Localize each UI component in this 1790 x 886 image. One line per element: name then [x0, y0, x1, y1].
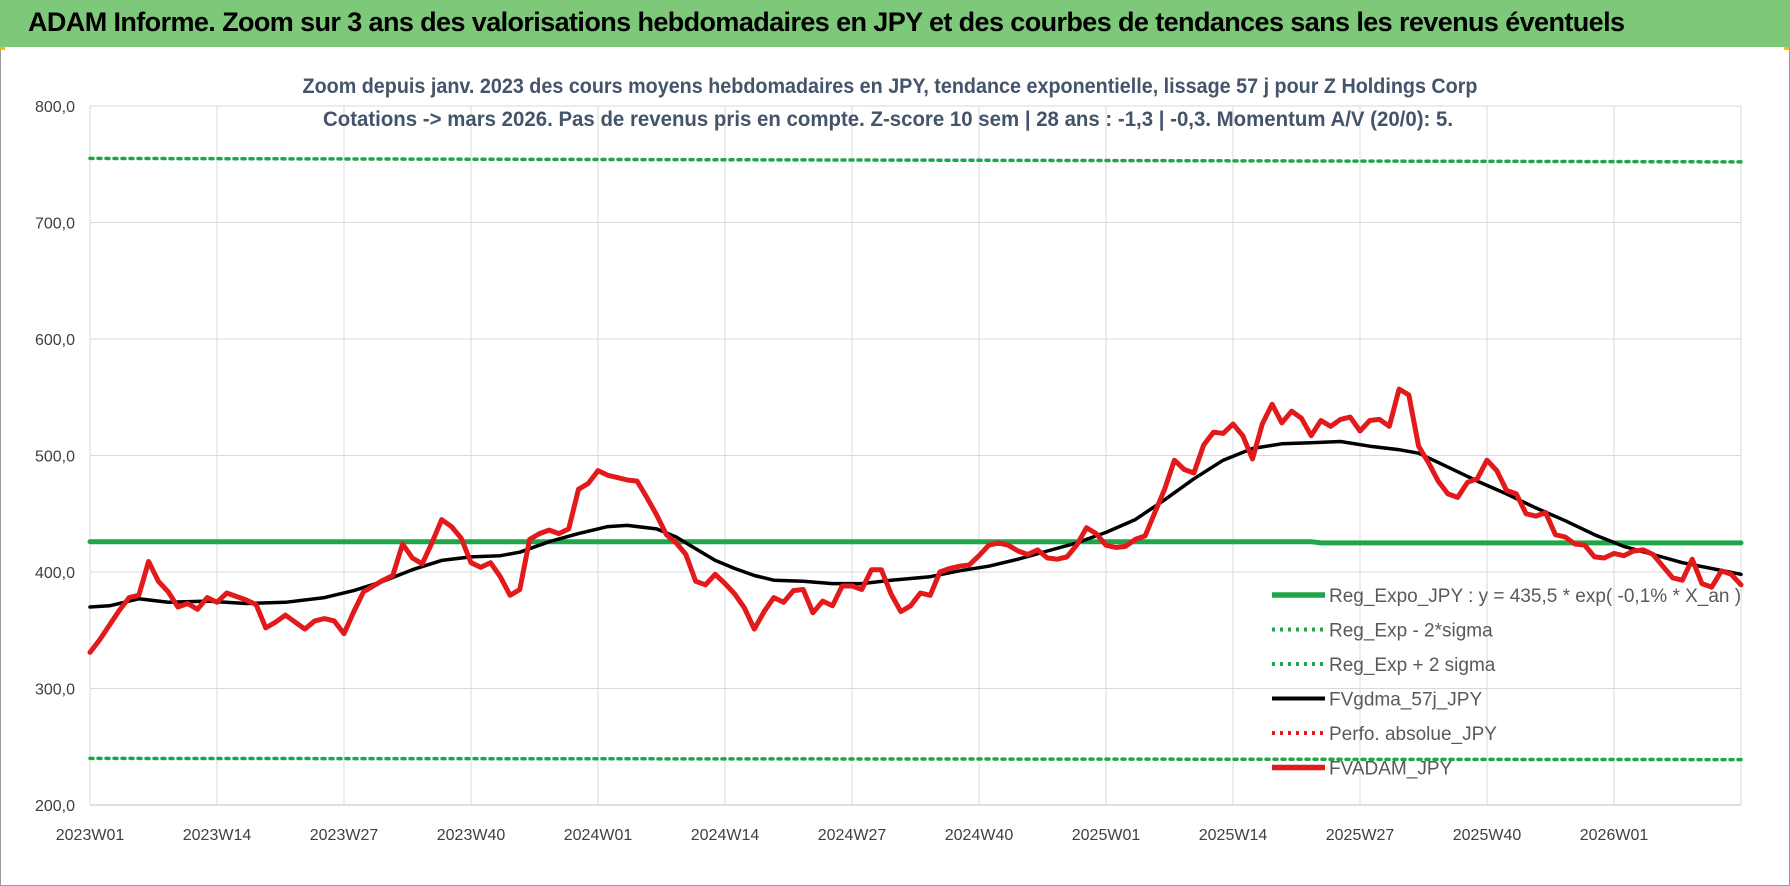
report-banner: ADAM Informe. Zoom sur 3 ans des valoris…	[0, 0, 1790, 47]
chart-area: 800,0 700,0 600,0 500,0 400,0 300,0 200,0 2023W…	[35, 75, 1744, 844]
x-tick-label: 2023W14	[183, 827, 252, 844]
series-line-3	[88, 439, 1743, 609]
grid-lines	[89, 105, 1742, 806]
legend-label-5: FVADAM_JPY	[1329, 759, 1453, 780]
y-tick-label: 200,0	[35, 798, 75, 815]
chart-title-line-2: Cotations -> mars 2026. Pas de revenus p…	[323, 108, 1453, 131]
corner-mark-left	[0, 47, 5, 50]
series-line-0	[87, 539, 1744, 546]
y-tick-label: 500,0	[35, 449, 75, 466]
x-tick-label: 2024W40	[945, 827, 1014, 844]
report-title: ADAM Informe. Zoom sur 3 ans des valoris…	[28, 7, 1625, 37]
series-lines	[87, 156, 1744, 762]
series-line-2	[88, 156, 1743, 164]
x-tick-label: 2024W01	[564, 827, 633, 844]
x-tick-label: 2025W27	[1326, 827, 1395, 844]
legend-label-0: Reg_Expo_JPY : y = 435,5 * exp( -0,1% * …	[1329, 586, 1741, 607]
series-line-1	[88, 756, 1743, 762]
x-tick-label: 2025W14	[1199, 827, 1268, 844]
y-tick-label: 800,0	[35, 99, 75, 116]
y-tick-label: 700,0	[35, 216, 75, 233]
x-tick-label: 2023W40	[437, 827, 506, 844]
x-tick-label: 2023W01	[56, 827, 125, 844]
y-tick-label: 300,0	[35, 682, 75, 699]
legend-label-4: Perfo. absolue_JPY	[1329, 724, 1497, 745]
legend: Reg_Expo_JPY : y = 435,5 * exp( -0,1% * …	[1272, 586, 1741, 780]
x-tick-label: 2023W27	[310, 827, 379, 844]
x-tick-label: 2025W40	[1453, 827, 1522, 844]
y-tick-label: 400,0	[35, 565, 75, 582]
corner-mark-right	[1784, 47, 1789, 50]
x-tick-label: 2024W27	[818, 827, 887, 844]
y-tick-label: 600,0	[35, 332, 75, 349]
series-line-5	[87, 386, 1744, 655]
x-tick-label: 2024W14	[691, 827, 760, 844]
legend-label-3: FVgdma_57j_JPY	[1329, 690, 1482, 711]
axes: 800,0 700,0 600,0 500,0 400,0 300,0 200,0 2023W…	[35, 99, 1741, 844]
legend-label-2: Reg_Exp + 2 sigma	[1329, 655, 1496, 676]
x-tick-label: 2026W01	[1580, 827, 1649, 844]
chart-title-line-1: Zoom depuis janv. 2023 des cours moyens …	[303, 75, 1478, 98]
legend-label-1: Reg_Exp - 2*sigma	[1329, 621, 1493, 642]
x-tick-label: 2025W01	[1072, 827, 1141, 844]
